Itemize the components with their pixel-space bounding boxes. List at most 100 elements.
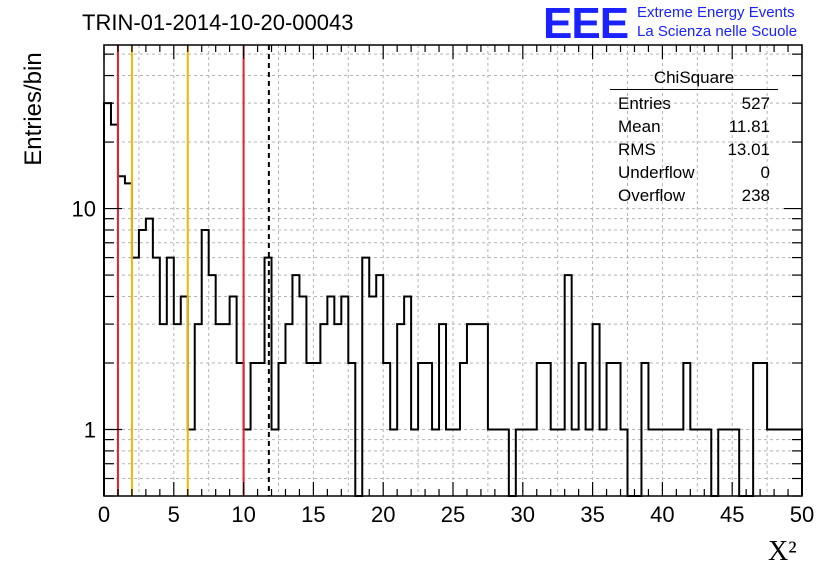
- stats-row: Entries 527: [610, 92, 778, 115]
- histogram-bin: [306, 363, 313, 496]
- histogram-bin: [153, 258, 160, 496]
- histogram-bin: [544, 363, 551, 496]
- histogram-bin: [488, 429, 495, 496]
- histogram-bin: [641, 363, 648, 496]
- histogram-bin: [104, 103, 111, 496]
- histogram-bin: [258, 363, 265, 496]
- histogram-bin: [397, 324, 404, 496]
- stats-title: ChiSquare: [610, 68, 778, 90]
- chart-title: TRIN-01-2014-10-20-00043: [82, 10, 354, 35]
- y-tick-label: 10: [72, 197, 96, 222]
- histogram-bin: [279, 363, 286, 496]
- histogram-bin: [313, 363, 320, 496]
- histogram-bin: [118, 176, 125, 496]
- histogram-bin: [760, 363, 767, 496]
- histogram-bin: [565, 275, 572, 496]
- histogram-bin: [439, 324, 446, 496]
- x-tick-label: 20: [371, 502, 395, 527]
- histogram-bin: [195, 324, 202, 496]
- histogram-bin: [174, 324, 181, 496]
- histogram-bin: [181, 296, 188, 496]
- histogram-bin: [600, 429, 607, 496]
- stats-value: 527: [741, 94, 770, 113]
- x-tick-label: 10: [231, 502, 255, 527]
- histogram-bin: [725, 429, 732, 496]
- histogram-bin: [334, 324, 341, 496]
- x-tick-label: 0: [98, 502, 110, 527]
- histogram-bin: [418, 363, 425, 496]
- histogram-bin: [502, 429, 509, 496]
- histogram-bin: [537, 363, 544, 496]
- histogram-outline: [103, 102, 803, 497]
- logo-line-2: La Scienza nelle Scuole: [637, 23, 798, 40]
- histogram-bin: [704, 429, 711, 496]
- x-tick-label: 45: [720, 502, 744, 527]
- histogram-bin: [774, 429, 781, 496]
- stats-box: ChiSquare Entries 527 Mean 11.81 RMS 13.01 …: [610, 68, 778, 207]
- histogram-bin: [369, 296, 376, 496]
- histogram-bin: [614, 363, 621, 496]
- histogram-bin: [662, 429, 669, 496]
- histogram-bin: [669, 429, 676, 496]
- histogram-bin: [299, 296, 306, 496]
- histogram-bin: [125, 183, 132, 496]
- histogram-bin: [230, 296, 237, 496]
- histogram-bin: [202, 230, 209, 496]
- histogram-bin: [432, 429, 439, 496]
- stats-label: Entries: [618, 94, 671, 113]
- histogram-bin: [579, 363, 586, 496]
- histogram-bin: [781, 429, 788, 496]
- histogram-bin: [446, 429, 453, 496]
- histogram-bin: [697, 429, 704, 496]
- x-tick-label: 50: [790, 502, 814, 527]
- x-tick-label: 25: [441, 502, 465, 527]
- x-tick-label: 40: [650, 502, 674, 527]
- histogram-bin: [146, 219, 153, 496]
- histogram-bin: [425, 363, 432, 496]
- histogram-bin: [607, 363, 614, 496]
- stats-row: RMS 13.01: [610, 138, 778, 161]
- stats-label: RMS: [618, 140, 656, 159]
- histogram-bin: [753, 363, 760, 496]
- histogram-bin: [767, 429, 774, 496]
- stats-value: 11.81: [728, 117, 770, 136]
- histogram-bin: [411, 429, 418, 496]
- histogram-bin: [167, 258, 174, 496]
- histogram-bin: [474, 324, 481, 496]
- eee-logo: EEE: [543, 0, 629, 48]
- histogram-bin: [390, 429, 397, 496]
- stats-row: Mean 11.81: [610, 115, 778, 138]
- histogram-bin: [216, 324, 223, 496]
- stats-value: 13.01: [727, 140, 770, 159]
- histogram-bin: [383, 363, 390, 496]
- histogram-bin: [516, 429, 523, 496]
- histogram-bin: [327, 296, 334, 496]
- histogram-bin: [376, 275, 383, 496]
- histogram-bin: [320, 324, 327, 496]
- histogram-bin: [292, 275, 299, 496]
- histogram-bin: [655, 429, 662, 496]
- stats-value: 238: [741, 186, 770, 205]
- histogram-bin: [683, 363, 690, 496]
- histogram-bin: [495, 429, 502, 496]
- histogram-bin: [453, 429, 460, 496]
- histogram-bin: [209, 275, 216, 496]
- x-axis-label: X²: [768, 536, 797, 567]
- y-tick-label: 1: [84, 417, 96, 442]
- histogram-bin: [593, 324, 600, 496]
- histogram-bin: [111, 125, 118, 496]
- histogram-bin: [244, 429, 251, 496]
- x-tick-label: 30: [511, 502, 535, 527]
- histogram-bin: [341, 296, 348, 496]
- histogram-bin: [404, 296, 411, 496]
- histogram-bin: [551, 429, 558, 496]
- histogram-bin: [523, 429, 530, 496]
- histogram-bin: [223, 324, 230, 496]
- stats-row: Underflow 0: [610, 161, 778, 184]
- histogram-bin: [348, 363, 355, 496]
- y-axis-label: Entries/bin: [20, 52, 47, 166]
- histogram-bin: [285, 324, 292, 496]
- histogram-bin: [160, 324, 167, 496]
- stats-value: 0: [760, 163, 770, 182]
